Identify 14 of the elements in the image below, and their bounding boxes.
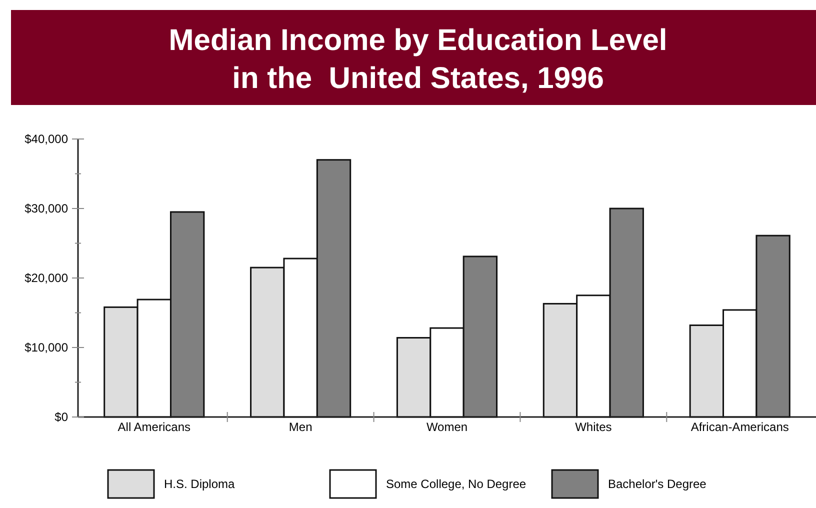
- x-tick-label: African-Americans: [690, 420, 789, 434]
- x-tick-label: Men: [288, 420, 312, 434]
- legend-label: Bachelor's Degree: [608, 477, 707, 491]
- y-tick-label: $40,000: [24, 132, 68, 146]
- x-tick-label: All Americans: [118, 420, 190, 434]
- legend-label: H.S. Diploma: [164, 477, 236, 491]
- y-tick-label: $10,000: [24, 340, 68, 354]
- x-tick-label: Whites: [575, 420, 612, 434]
- x-tick-label: Women: [426, 420, 468, 434]
- y-tick-label: $0: [54, 410, 68, 424]
- legend-label: Some College, No Degree: [386, 477, 526, 491]
- y-tick-label: $30,000: [24, 201, 68, 216]
- y-tick-label: $20,000: [24, 270, 68, 285]
- chart-title: Median Income by Education Level in the United States, 1996: [168, 24, 668, 95]
